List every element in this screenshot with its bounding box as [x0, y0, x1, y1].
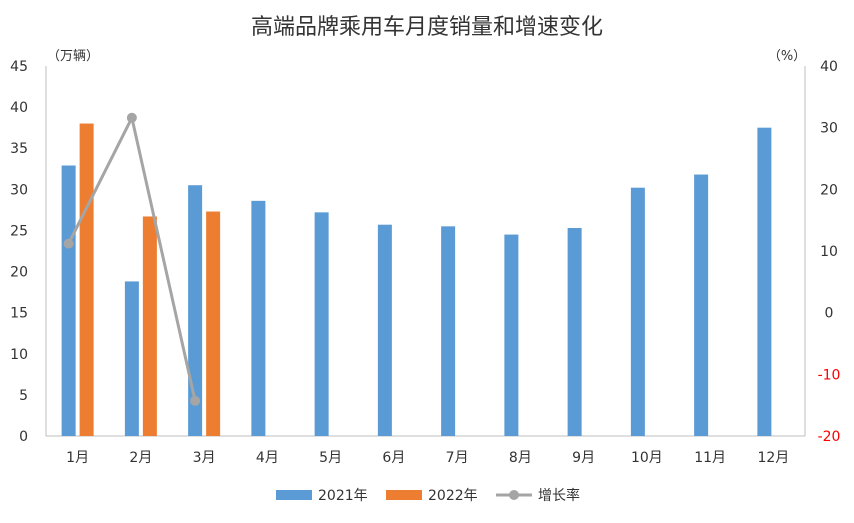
x-tick-label: 11月 [694, 450, 726, 466]
bar-2022年-3月 [206, 211, 221, 436]
x-tick-label: 3月 [193, 450, 216, 466]
bar-2021年-3月 [188, 185, 203, 436]
legend-swatch [386, 490, 422, 500]
legend-label: 2021年 [318, 488, 368, 504]
x-tick-label: 12月 [757, 450, 789, 466]
chart-title: 高端品牌乘用车月度销量和增速变化 [251, 15, 603, 40]
point-增长率-1月 [63, 238, 74, 249]
left-tick-label: 15 [10, 306, 28, 322]
legend-swatch-marker [509, 490, 519, 500]
bar-2021年-5月 [314, 212, 329, 436]
left-tick-label: 40 [10, 100, 28, 116]
bar-2021年-4月 [251, 200, 266, 436]
x-tick-label: 9月 [572, 450, 595, 466]
x-tick-label: 10月 [631, 450, 663, 466]
left-tick-label: 35 [10, 141, 28, 157]
right-tick-label: 40 [820, 59, 838, 75]
right-tick-label: 0 [825, 306, 834, 322]
bar-2021年-10月 [630, 187, 645, 436]
left-tick-label: 20 [10, 265, 28, 281]
point-增长率-3月 [190, 395, 201, 406]
legend-item-2022年: 2022年 [386, 488, 478, 504]
bar-2021年-11月 [694, 174, 709, 437]
x-tick-label: 1月 [66, 450, 89, 466]
x-tick-label: 7月 [446, 450, 469, 466]
legend-item-增长率: 增长率 [496, 487, 580, 504]
bar-2021年-8月 [504, 234, 519, 436]
right-tick-label: 30 [820, 121, 838, 137]
right-tick-label: 10 [820, 244, 838, 260]
x-tick-label: 8月 [509, 450, 532, 466]
x-tick-label: 6月 [382, 450, 405, 466]
left-tick-label: 10 [10, 347, 28, 363]
left-tick-label: 0 [19, 429, 28, 445]
x-tick-label: 2月 [129, 450, 152, 466]
right-tick-label: 20 [820, 182, 838, 198]
left-axis-unit: （万辆） [47, 49, 99, 64]
legend-swatch [276, 490, 312, 500]
right-tick-label: -10 [818, 367, 841, 383]
bar-2021年-1月 [61, 165, 76, 436]
right-tick-label: -20 [818, 429, 841, 445]
bar-2021年-6月 [377, 224, 392, 436]
legend-label: 2022年 [428, 488, 478, 504]
legend-label: 增长率 [538, 487, 580, 504]
left-tick-label: 25 [10, 223, 28, 239]
left-tick-label: 45 [10, 59, 28, 75]
legend-item-2021年: 2021年 [276, 488, 368, 504]
plot-area: 0 5 10 15 20 25 30 35 40 45 -20 -10 0 10 20 30 40 1月 2月 3月 4… [10, 59, 840, 466]
bar-2022年-2月 [142, 216, 157, 436]
bar-2021年-7月 [441, 226, 456, 436]
left-tick-label: 30 [10, 182, 28, 198]
right-axis-unit: （%） [768, 49, 806, 64]
x-tick-label: 4月 [256, 450, 279, 466]
bar-2022年-1月 [79, 123, 94, 437]
bar-2021年-12月 [757, 127, 772, 437]
legend: 2021年 2022年 增长率 [276, 487, 580, 504]
x-tick-label: 5月 [319, 450, 342, 466]
left-tick-label: 5 [19, 388, 28, 404]
bar-2021年-2月 [124, 281, 139, 436]
bar-2021年-9月 [567, 227, 582, 436]
point-增长率-2月 [126, 112, 137, 123]
